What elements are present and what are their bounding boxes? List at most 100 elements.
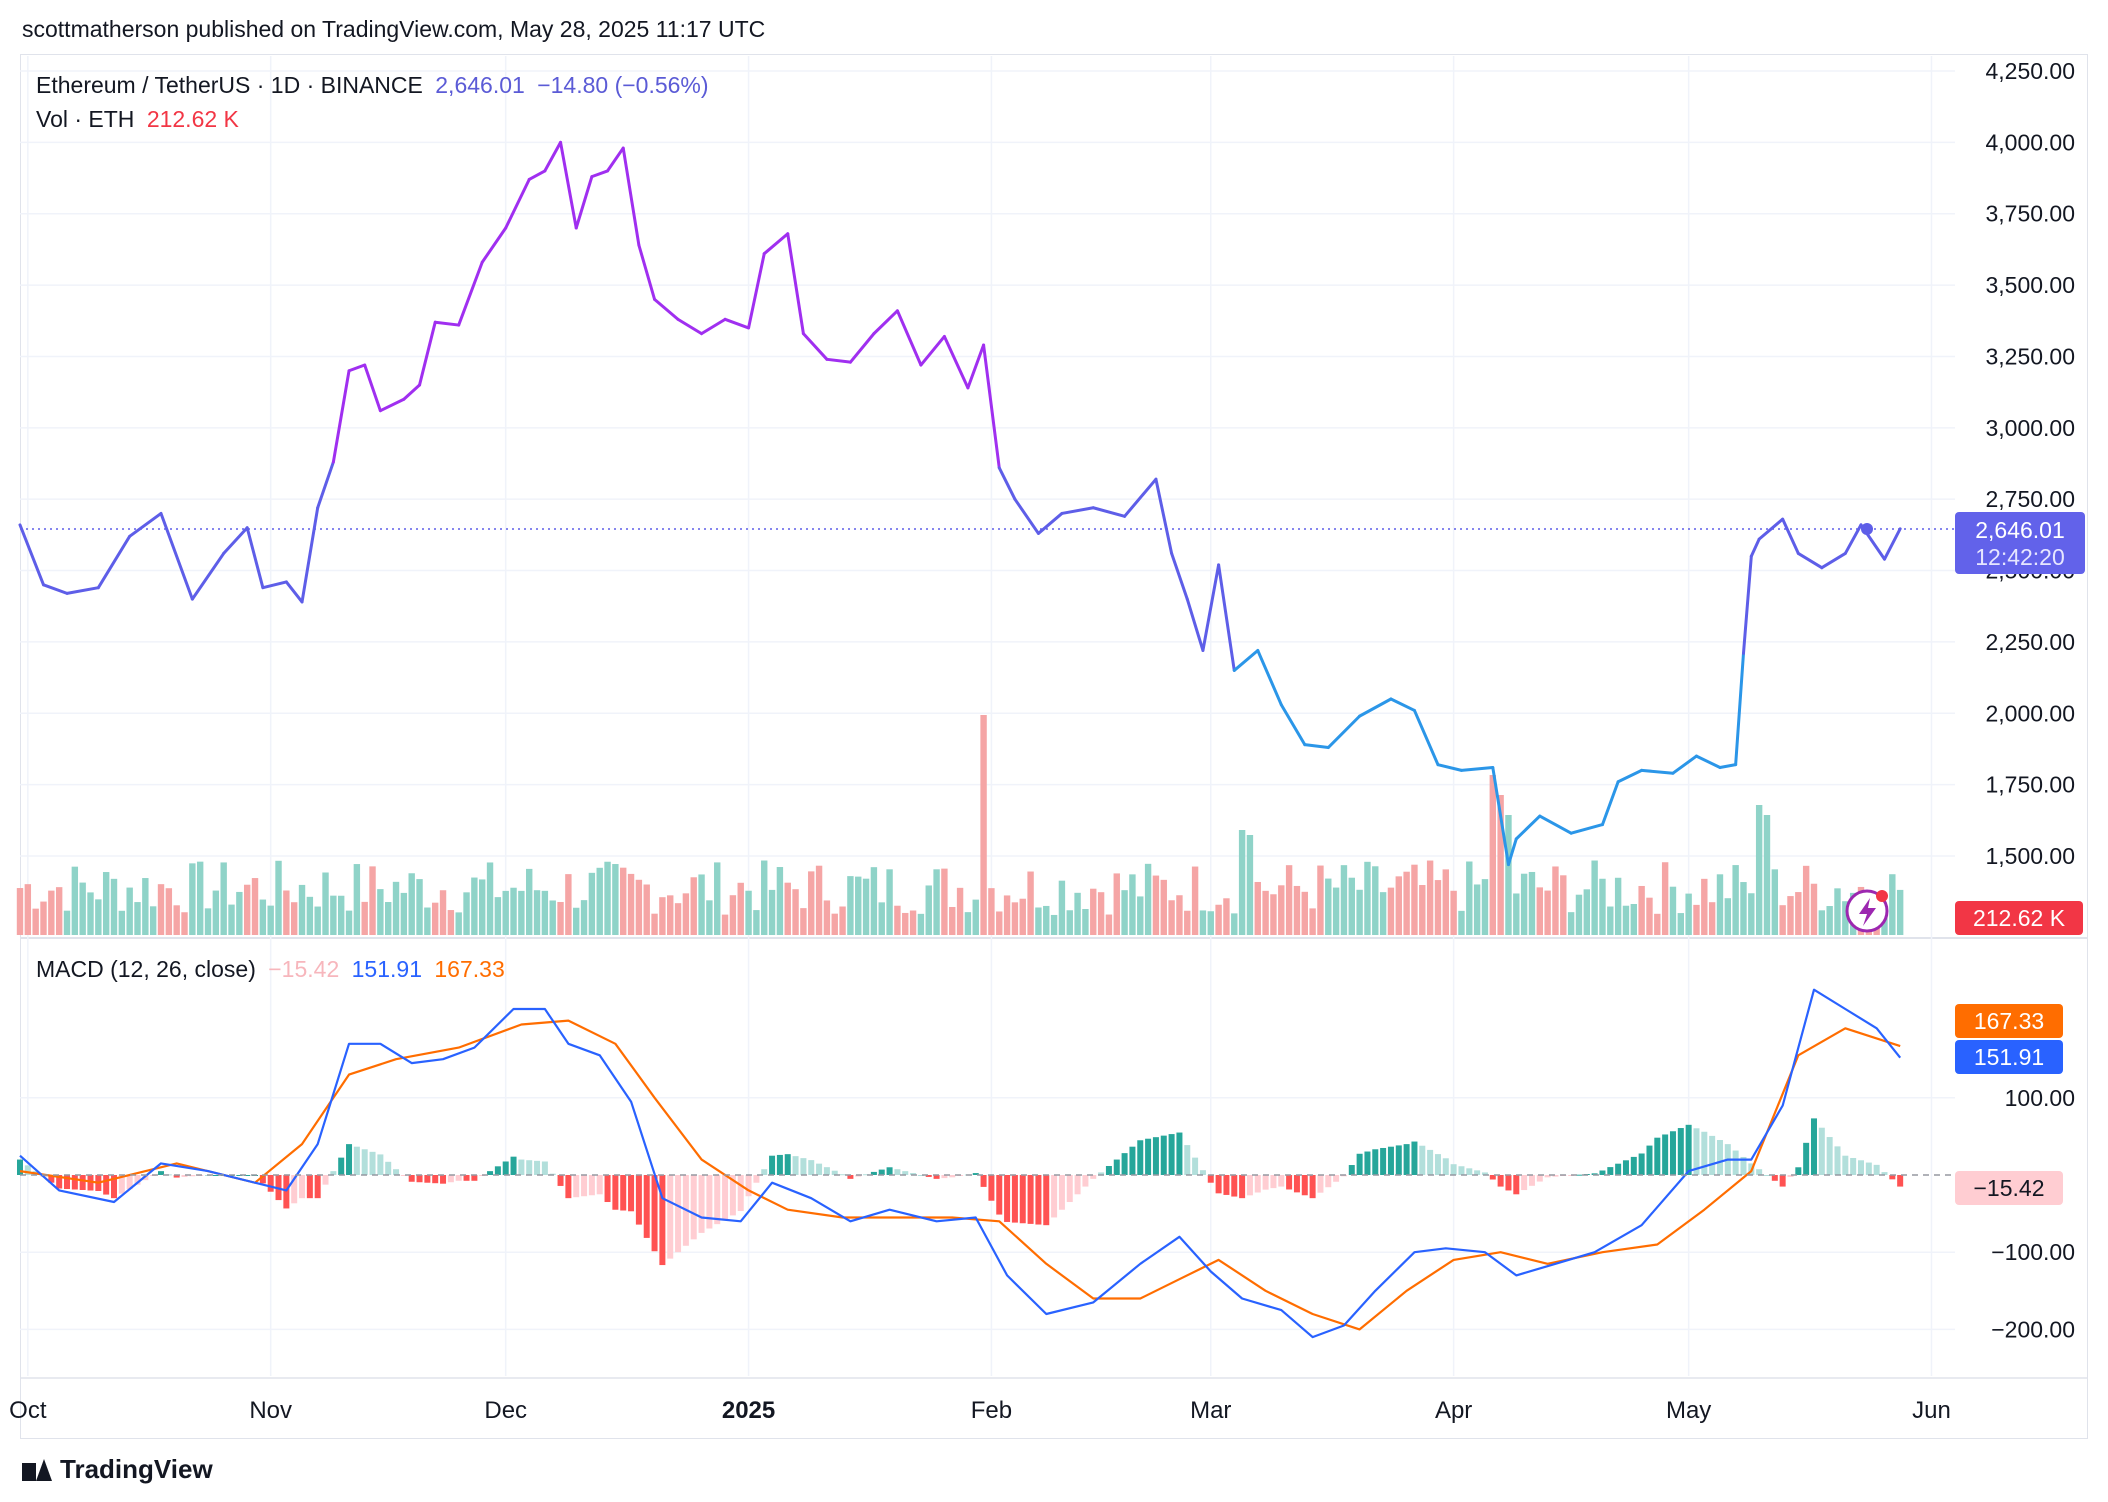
macd-histogram-bar xyxy=(244,1175,251,1176)
macd-histogram-bar xyxy=(236,1175,243,1176)
volume-bar xyxy=(1011,902,1019,935)
volume-bar xyxy=(1356,889,1363,935)
volume-bar xyxy=(189,863,196,935)
volume-bar xyxy=(204,908,212,935)
price-segment xyxy=(590,169,610,179)
volume-bar xyxy=(369,866,376,935)
macd-histogram-bar xyxy=(440,1175,447,1184)
macd-histogram xyxy=(17,1118,1904,1266)
macd-histogram-bar xyxy=(1145,1138,1152,1175)
macd-histogram-bar xyxy=(745,1175,752,1197)
macd-histogram-bar xyxy=(870,1171,877,1175)
macd-histogram-bar xyxy=(353,1146,360,1175)
price-segment xyxy=(128,511,163,538)
macd-histogram-bar xyxy=(1372,1149,1379,1175)
macd-histogram-bar xyxy=(1215,1175,1222,1194)
macd-histogram-bar xyxy=(588,1175,595,1196)
volume-bar xyxy=(1419,885,1426,935)
volume-label[interactable]: Vol · ETH xyxy=(36,106,135,132)
macd-series xyxy=(19,988,1902,1339)
volume-bar xyxy=(1896,889,1904,935)
volume-bar xyxy=(831,913,838,935)
macd-histogram-bar xyxy=(729,1175,736,1216)
volume-bar xyxy=(1779,905,1786,935)
volume-bar xyxy=(1043,905,1050,935)
macd-histogram-bar xyxy=(635,1175,642,1225)
macd-histogram-bar xyxy=(1481,1172,1488,1175)
volume-bar xyxy=(659,897,666,935)
macd-histogram-bar xyxy=(463,1175,470,1181)
macd-histogram-bar xyxy=(346,1144,353,1175)
macd-histogram-bar xyxy=(1027,1175,1034,1224)
volume-bar xyxy=(1019,898,1026,935)
macd-histogram-bar xyxy=(1121,1153,1128,1175)
macd-histogram-bar xyxy=(1403,1144,1410,1175)
volume-bar xyxy=(165,888,173,935)
price-segment xyxy=(316,460,335,510)
macd-histogram-bar xyxy=(823,1167,830,1175)
macd-histogram-bar xyxy=(573,1175,580,1198)
volume-bar xyxy=(1332,887,1340,935)
macd-histogram-bar xyxy=(1427,1149,1434,1175)
volume-bar xyxy=(1607,906,1614,935)
macd-label[interactable]: MACD (12, 26, close) xyxy=(36,956,256,982)
volume-bar xyxy=(95,899,102,935)
volume-bar xyxy=(1755,805,1763,935)
volume-bar xyxy=(243,884,251,935)
lightning-icon[interactable] xyxy=(1845,889,1889,933)
price-segment xyxy=(966,343,986,390)
date-tick-label: Nov xyxy=(249,1397,292,1424)
volume-bars xyxy=(16,715,1904,935)
macd-histogram-bar xyxy=(158,1171,165,1175)
signal-line xyxy=(19,1019,1901,1331)
volume-bar xyxy=(322,872,329,935)
macd-histogram-bar xyxy=(800,1158,807,1175)
price-segment xyxy=(637,243,657,301)
volume-bar xyxy=(1716,874,1724,935)
volume-bar xyxy=(980,715,987,935)
macd-histogram-bar xyxy=(1528,1175,1535,1186)
macd-histogram-bar xyxy=(886,1167,893,1175)
price-badge: 2,646.01 12:42:20 xyxy=(1955,512,2085,574)
macd-histogram-bar xyxy=(1740,1156,1747,1175)
macd-histogram-bar xyxy=(667,1175,674,1259)
macd-histogram-bar xyxy=(299,1175,306,1199)
price-segment xyxy=(574,175,594,230)
price-segment xyxy=(825,357,852,364)
macd-histogram-bar xyxy=(1058,1175,1065,1210)
macd-histogram-bar xyxy=(1051,1175,1058,1218)
macd-histogram-bar xyxy=(917,1175,924,1176)
volume-bar xyxy=(377,889,384,935)
volume-bar xyxy=(1802,865,1810,935)
volume-bar xyxy=(612,864,619,935)
macd-histogram-bar xyxy=(502,1161,509,1175)
price-segment xyxy=(331,369,351,464)
volume-bar xyxy=(894,905,901,935)
price-segment xyxy=(1749,537,1761,558)
macd-histogram-bar xyxy=(1536,1175,1543,1182)
tradingview-logo[interactable]: TradingView xyxy=(22,1454,213,1485)
macd-histogram-bar xyxy=(949,1175,956,1178)
macd-histogram-bar xyxy=(1090,1175,1097,1179)
macd-histogram-bar xyxy=(996,1175,1003,1215)
volume-bar xyxy=(823,900,831,935)
volume-bar xyxy=(228,904,235,935)
volume-bar xyxy=(290,902,298,935)
volume-bar xyxy=(1544,890,1551,935)
volume-bar xyxy=(1646,897,1653,935)
macd-histogram-bar xyxy=(1771,1175,1778,1181)
price-tick-label: 3,750.00 xyxy=(1985,201,2075,227)
symbol-label[interactable]: Ethereum / TetherUS · 1D · BINANCE xyxy=(36,72,423,98)
volume-bar xyxy=(267,905,274,935)
volume-bar xyxy=(1199,910,1207,935)
macd-histogram-bar xyxy=(1231,1175,1238,1197)
volume-bar xyxy=(1293,885,1301,935)
volume-bar xyxy=(808,871,815,935)
price-segment xyxy=(1694,754,1722,770)
macd-histogram-bar xyxy=(878,1169,885,1175)
price-segment xyxy=(801,332,829,361)
volume-bar xyxy=(1708,902,1716,935)
macd-histogram-bar xyxy=(675,1175,682,1253)
macd-histogram-bar xyxy=(1098,1172,1105,1175)
